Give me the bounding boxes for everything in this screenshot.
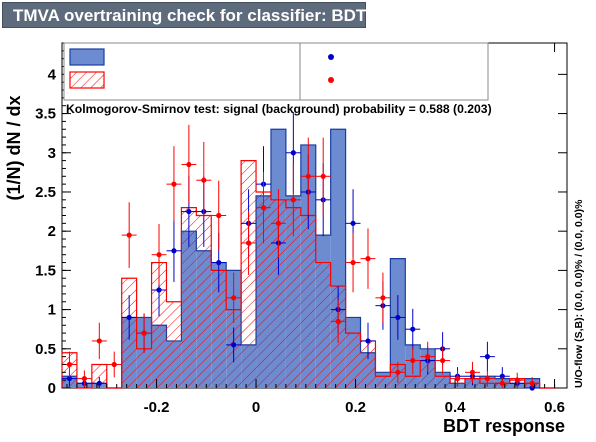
background-outline	[61, 160, 555, 389]
background-bar	[435, 376, 451, 388]
background-training-point	[360, 228, 376, 289]
background-bar	[166, 301, 182, 388]
background-training-point	[465, 361, 480, 383]
background-bar	[300, 215, 316, 388]
signal-training-point	[226, 327, 242, 363]
y-tick-label: 0.5	[35, 341, 56, 358]
background-bar	[375, 376, 391, 388]
legend-box	[63, 42, 489, 101]
legend-signal-training	[328, 54, 334, 60]
y-tick-label: 2	[48, 223, 56, 240]
background-training-point	[405, 346, 421, 375]
background-training-point	[121, 202, 137, 268]
background-bar	[285, 207, 301, 388]
overflow-label: U/O-flow (S,B): (0.0, 0.0)% / (0.0, 0.0)…	[573, 199, 585, 388]
legend-background-test	[69, 71, 105, 89]
x-tick-label: -0.2	[144, 399, 170, 416]
background-training-point	[285, 163, 301, 237]
signal-training-point	[405, 308, 421, 350]
background-bar	[181, 207, 197, 388]
signal-training-point	[360, 322, 376, 360]
background-bar	[345, 333, 361, 388]
background-bar	[196, 215, 212, 388]
y-tick-label: 3.5	[35, 106, 56, 123]
chart-title-box: TMVA overtraining check for classifier: …	[2, 2, 366, 28]
background-training-point	[181, 124, 197, 205]
background-bar	[256, 191, 271, 388]
background-training-point	[300, 137, 316, 215]
background-bar	[151, 262, 167, 388]
background-training-point	[256, 171, 271, 244]
background-bar	[405, 376, 421, 388]
x-tick-label: 0.4	[445, 399, 467, 416]
legend-background-training	[328, 77, 334, 83]
x-axis-title: BDT response	[443, 416, 565, 436]
x-tick-label: 0.2	[345, 399, 366, 416]
background-training-point	[106, 351, 122, 378]
background-bar	[270, 199, 286, 388]
signal-training-point	[121, 295, 137, 340]
legend-signal-test	[69, 48, 105, 66]
background-training-point	[390, 361, 406, 383]
background-training-point	[435, 346, 451, 375]
background-training-point	[345, 232, 361, 293]
background-training-point	[479, 370, 495, 387]
background-training-point	[76, 370, 92, 387]
background-training-point	[420, 341, 436, 372]
background-training-point	[211, 180, 227, 251]
background-training-point	[509, 372, 525, 388]
background-bar	[136, 348, 152, 388]
background-training-point	[494, 377, 510, 388]
background-training-point	[151, 224, 167, 286]
y-tick-label: 4	[48, 66, 57, 83]
signal-training-point	[166, 219, 182, 282]
training-points	[62, 112, 540, 391]
background-bar	[315, 262, 331, 388]
y-tick-label: 1.5	[35, 262, 56, 279]
background-training-point	[450, 370, 466, 387]
y-tick-label: 1	[48, 302, 56, 319]
background-training-point	[330, 299, 346, 344]
background-training-point	[196, 141, 212, 219]
chart-title: TMVA overtraining check for classifier: …	[13, 6, 367, 25]
y-tick-label: 3	[48, 145, 56, 162]
background-training-point	[375, 272, 391, 324]
signal-training-point	[479, 341, 495, 372]
background-bar	[91, 364, 107, 388]
background-bar	[360, 340, 376, 388]
background-training-point	[270, 189, 286, 258]
x-tick-label: 0.6	[544, 399, 565, 416]
y-tick-label: 2.5	[35, 184, 56, 201]
signal-training-point	[91, 377, 107, 388]
background-training-point	[241, 210, 257, 275]
background-training-point	[524, 377, 540, 388]
background-training-point	[315, 137, 331, 215]
y-tick-label: 0	[48, 380, 56, 397]
ks-annotation: Kolmogorov-Smirnov test: signal (backgro…	[66, 102, 492, 116]
background-training-point	[226, 272, 242, 324]
signal-training-point	[390, 295, 406, 340]
background-training-point	[91, 322, 107, 360]
background-bar	[211, 270, 227, 388]
x-tick-label: 0	[252, 399, 260, 416]
background-training-point	[166, 146, 182, 223]
y-axis-title: (1/N) dN / dx	[4, 95, 24, 200]
background-training-point	[136, 313, 152, 353]
